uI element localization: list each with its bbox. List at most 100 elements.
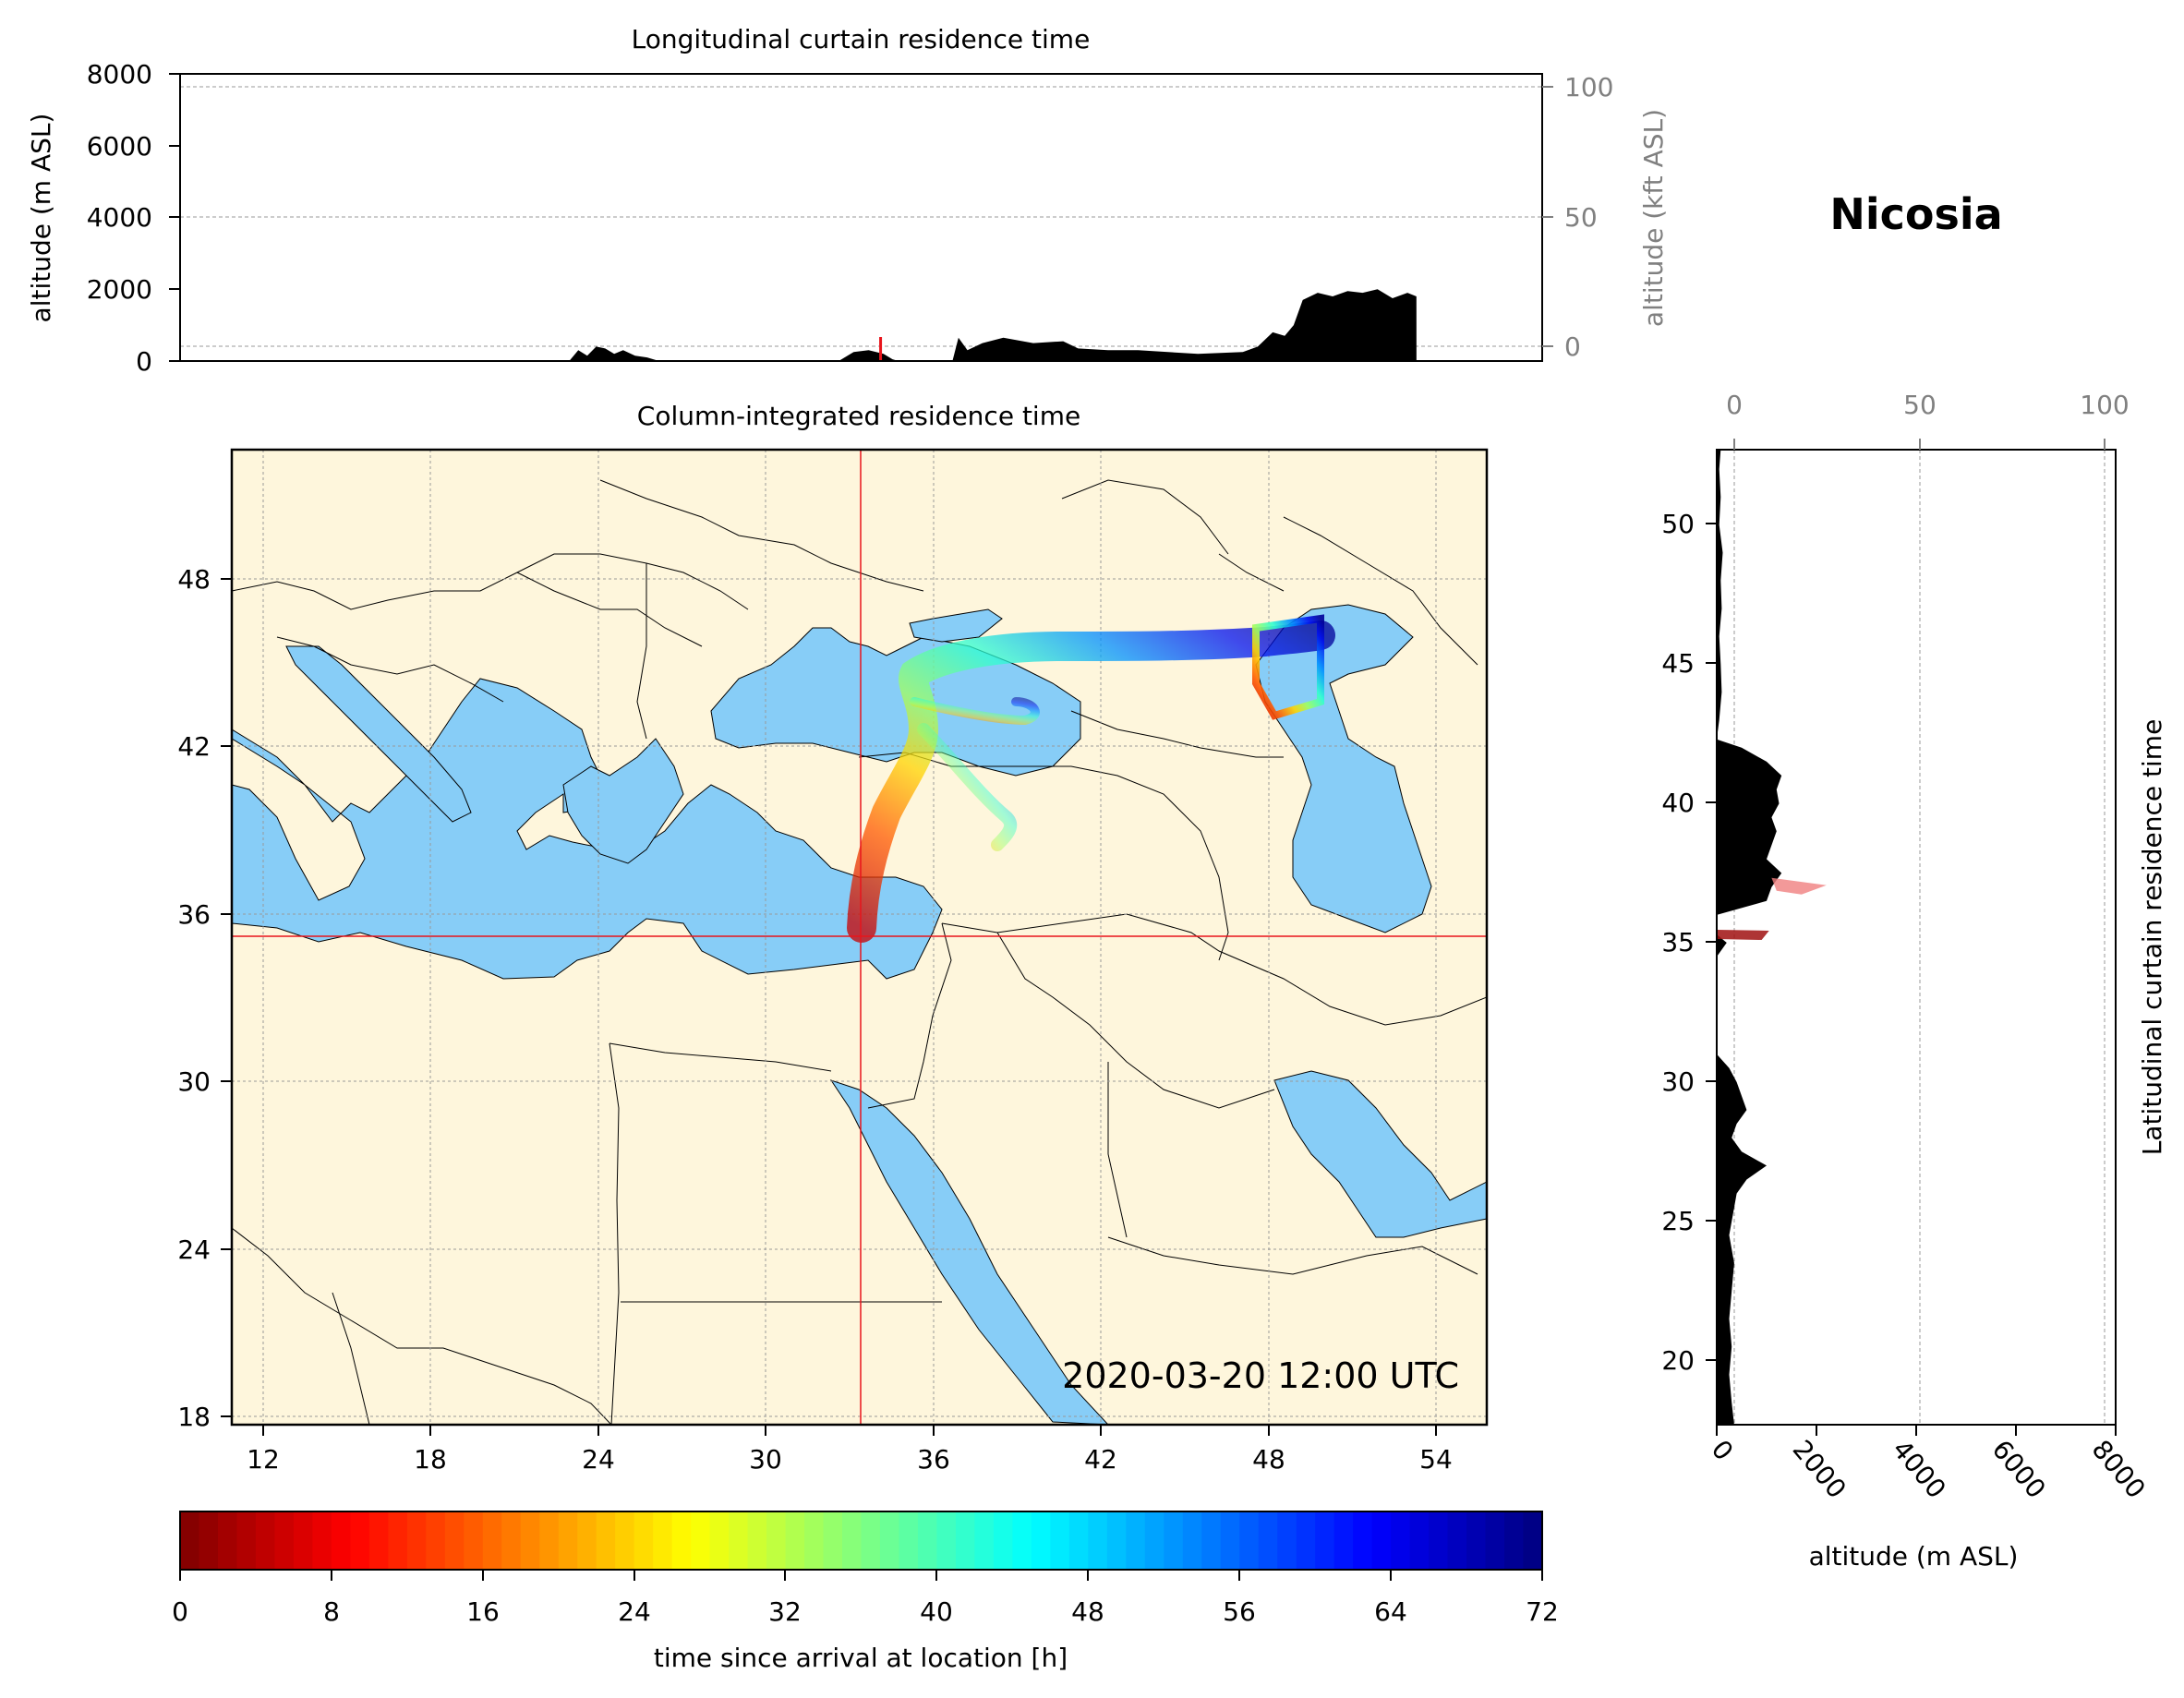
side-profile-layer: [1717, 450, 1827, 1425]
colorbar-cell: [709, 1511, 730, 1570]
colorbar-cell: [520, 1511, 540, 1570]
side-lat-tick-45: 45: [1661, 648, 1695, 679]
map-lon-tick-48: 48: [1252, 1444, 1285, 1475]
side-top-tick-100: 100: [2080, 390, 2129, 420]
colorbar: 0 8 16 24 32 40 48 56 64 72 time since a…: [172, 1511, 1559, 1673]
map-frame: [230, 448, 1489, 1427]
map-lat-tick-42: 42: [177, 731, 211, 762]
top-left-tick-0: 0: [136, 346, 152, 377]
colorbar-cell: [426, 1511, 446, 1570]
colorbar-cell: [1429, 1511, 1449, 1570]
colorbar-cells: [180, 1511, 1543, 1570]
colorbar-cell: [1391, 1511, 1411, 1570]
persian-gulf: [1273, 1070, 1487, 1238]
colorbar-cell: [1201, 1511, 1222, 1570]
colorbar-cell: [1050, 1511, 1070, 1570]
map-lon-tick-18: 18: [414, 1444, 447, 1475]
colorbar-cell: [974, 1511, 995, 1570]
colorbar-cell: [406, 1511, 427, 1570]
colorbar-cell: [917, 1511, 938, 1570]
colorbar-cell: [671, 1511, 692, 1570]
sea-of-azov: [909, 608, 1003, 643]
colorbar-cell: [1371, 1511, 1392, 1570]
timestamp-label: 2020-03-20 12:00 UTC: [1062, 1355, 1459, 1396]
side-bottom-axis-label: altitude (m ASL): [1809, 1541, 2019, 1572]
map-lat-tick-18: 18: [177, 1402, 211, 1432]
colorbar-cell: [899, 1511, 919, 1570]
colorbar-cell: [653, 1511, 673, 1570]
top-right-tick-50: 50: [1564, 202, 1598, 233]
colorbar-cell: [312, 1511, 332, 1570]
plume: [847, 614, 1335, 943]
map-lat-tick-36: 36: [177, 899, 211, 930]
colorbar-cell: [1182, 1511, 1202, 1570]
colorbar-cell: [879, 1511, 900, 1570]
colorbar-cell: [842, 1511, 863, 1570]
side-profile-area: [1717, 450, 1782, 1425]
side-lat-tick-50: 50: [1661, 509, 1695, 539]
colorbar-cell: [1315, 1511, 1335, 1570]
colorbar-cell: [444, 1511, 465, 1570]
colorbar-cell: [236, 1511, 257, 1570]
colorbar-cell: [766, 1511, 787, 1570]
side-lat-tick-40: 40: [1661, 788, 1695, 818]
top-left-ticks: [169, 73, 180, 362]
colorbar-cell: [993, 1511, 1013, 1570]
colorbar-cell: [274, 1511, 295, 1570]
map-lon-tick-30: 30: [749, 1444, 782, 1475]
colorbar-cell: [596, 1511, 616, 1570]
country-borders: [232, 479, 1487, 1425]
map-lat-tick-48: 48: [177, 564, 211, 595]
colorbar-tick-8: 8: [323, 1596, 340, 1627]
side-bottom-tick-6000: 6000: [1986, 1434, 2052, 1504]
map-content: 2020-03-20 12:00 UTC: [232, 450, 1487, 1425]
side-plume-far: [1771, 877, 1827, 895]
colorbar-tick-48: 48: [1071, 1596, 1104, 1627]
colorbar-cell: [255, 1511, 276, 1570]
colorbar-cell: [1068, 1511, 1089, 1570]
red-sea: [829, 1079, 1109, 1425]
colorbar-cell: [577, 1511, 597, 1570]
side-lat-tick-20: 20: [1661, 1345, 1695, 1376]
top-left-tick-6000: 6000: [87, 131, 152, 162]
map-lat-tick-30: 30: [177, 1066, 211, 1097]
colorbar-cell: [388, 1511, 408, 1570]
caspian-sea: [1255, 604, 1432, 933]
colorbar-tick-16: 16: [466, 1596, 500, 1627]
colorbar-cell: [1353, 1511, 1373, 1570]
colorbar-label: time since arrival at location [h]: [654, 1643, 1068, 1673]
colorbar-cell: [293, 1511, 314, 1570]
side-lat-ticks: [1706, 523, 1717, 1361]
colorbar-cell: [936, 1511, 957, 1570]
colorbar-cell: [1088, 1511, 1108, 1570]
map-lat-ticks: [221, 578, 232, 1417]
colorbar-cell: [785, 1511, 805, 1570]
colorbar-cell: [633, 1511, 654, 1570]
top-left-tick-8000: 8000: [87, 59, 152, 90]
colorbar-frame: [179, 1511, 1543, 1571]
colorbar-cell: [1447, 1511, 1467, 1570]
map-lon-tick-42: 42: [1084, 1444, 1117, 1475]
colorbar-cell: [199, 1511, 219, 1570]
colorbar-cell: [539, 1511, 560, 1570]
colorbar-ticks: [179, 1570, 1543, 1581]
side-lat-tick-25: 25: [1661, 1206, 1695, 1236]
colorbar-cell: [464, 1511, 484, 1570]
colorbar-cell: [1106, 1511, 1127, 1570]
top-left-axis-label: altitude (m ASL): [26, 114, 56, 323]
top-left-tick-2000: 2000: [87, 274, 152, 305]
location-title: Nicosia: [1829, 189, 2002, 239]
top-panel-title: Longitudinal curtain residence time: [632, 24, 1091, 54]
side-grid: [1733, 450, 2106, 1425]
colorbar-tick-0: 0: [172, 1596, 188, 1627]
plume-main-branch: [847, 620, 1335, 943]
sea-areas: [232, 604, 1487, 1425]
plume-curl: [910, 697, 1040, 726]
colorbar-cell: [747, 1511, 767, 1570]
map-panel: Column-integrated residence time: [177, 401, 1489, 1475]
side-top-tick-50: 50: [1903, 390, 1937, 420]
side-panel-title: Latitudinal curtain residence time: [2137, 719, 2167, 1156]
colorbar-cell: [1220, 1511, 1240, 1570]
side-bottom-tick-0: 0: [1706, 1434, 1740, 1466]
